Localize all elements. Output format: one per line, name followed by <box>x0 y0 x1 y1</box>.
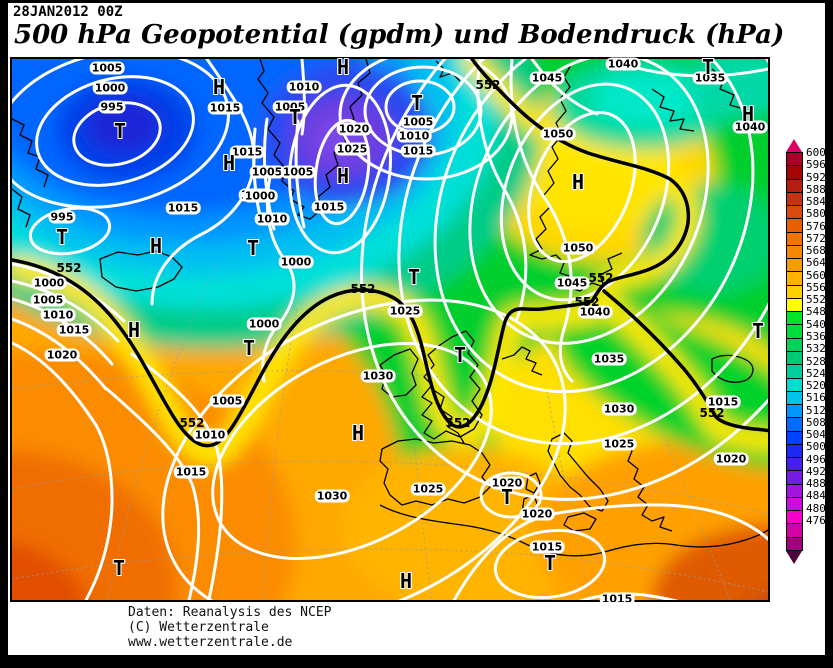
colorbar-value: 524 <box>806 366 826 380</box>
colorbar-box <box>787 457 802 471</box>
colorbar-arrow-down <box>786 550 802 564</box>
colorbar-value: 572 <box>806 231 826 245</box>
colorbar-box <box>787 205 802 219</box>
colorbar-value: 576 <box>806 219 826 233</box>
colorbar-box <box>787 258 802 272</box>
colorbar-value: 560 <box>806 268 826 282</box>
colorbar-box <box>787 390 802 405</box>
colorbar-value: 512 <box>806 403 826 417</box>
colorbar-box <box>787 483 802 497</box>
colorbar-box <box>787 337 802 351</box>
colorbar-box <box>787 284 802 298</box>
datetime-label: 28JAN2012 00Z <box>13 4 123 20</box>
credits-url: www.wetterzentrale.de <box>128 635 293 650</box>
colorbar-box <box>787 191 802 206</box>
colorbar-value: 536 <box>806 330 826 343</box>
colorbar-box <box>787 430 802 444</box>
colorbar-value: 548 <box>806 305 826 319</box>
geopotential-552-contour <box>12 59 768 448</box>
colorbar-value: 580 <box>806 207 826 221</box>
colorbar-box <box>787 417 802 431</box>
colorbar-arrow-up <box>786 139 802 152</box>
colorbar-value: 568 <box>806 244 826 258</box>
colorbar-value: 476 <box>806 514 826 527</box>
colorbar-value: 592 <box>806 170 826 184</box>
colorbar-value: 556 <box>806 280 826 294</box>
colorbar-value: 488 <box>806 477 826 491</box>
colorbar-value: 508 <box>806 415 826 429</box>
colorbar-value: 564 <box>806 256 826 270</box>
credits-source: Daten: Reanalysis des NCEP <box>128 605 332 620</box>
colorbar-box <box>787 536 802 550</box>
colorbar-box <box>787 443 802 458</box>
colorbar-box <box>787 165 802 179</box>
colorbar-value: 588 <box>806 182 826 196</box>
colorbar-box <box>787 364 802 378</box>
colorbar-box <box>787 244 802 259</box>
colorbar-box <box>787 178 802 192</box>
colorbar-value: 516 <box>806 391 826 405</box>
colorbar-box <box>787 510 802 524</box>
colorbar-value: 504 <box>806 428 826 442</box>
colorbar-value: 540 <box>806 317 826 331</box>
colorbar-value: 484 <box>806 489 826 503</box>
colorbar-value: 520 <box>806 379 826 393</box>
colorbar-box <box>787 470 802 484</box>
colorbar-value: 596 <box>806 158 826 172</box>
colorbar-box <box>787 496 802 511</box>
colorbar-box <box>787 153 802 166</box>
credits-copyright: (C) Wetterzentrale <box>128 620 269 635</box>
colorbar-box <box>787 271 802 285</box>
colorbar-value: 552 <box>806 293 826 307</box>
colorbar-value: 500 <box>806 440 826 454</box>
colorbar-value: 492 <box>806 464 826 478</box>
colorbar-value: 600 <box>806 146 826 159</box>
colorbar-value: 528 <box>806 354 826 368</box>
colorbar-box <box>787 297 802 312</box>
colorbar-box <box>787 324 802 338</box>
colorbar-box <box>787 311 802 325</box>
colorbar-value: 480 <box>806 501 826 515</box>
map-graphic <box>12 59 768 600</box>
colorbar-box <box>787 350 802 365</box>
colorbar-box <box>787 218 802 232</box>
page-title: 500 hPa Geopotential (gpdm) und Bodendru… <box>14 20 785 50</box>
colorbar-value: 532 <box>806 342 826 356</box>
colorbar-box <box>787 231 802 245</box>
credits: Daten: Reanalysis des NCEP (C) Wetterzen… <box>128 605 332 650</box>
colorbar-value: 584 <box>806 195 826 209</box>
colorbar-boxes <box>786 152 803 551</box>
colorbar-value: 496 <box>806 452 826 466</box>
colorbar-box <box>787 404 802 418</box>
weather-map-canvas <box>10 57 770 602</box>
colorbar-box <box>787 523 802 537</box>
colorbar-box <box>787 377 802 391</box>
colorbar: 600 596 592 588 584 580 576 572 568 564 560 556 552 5… <box>786 139 826 564</box>
